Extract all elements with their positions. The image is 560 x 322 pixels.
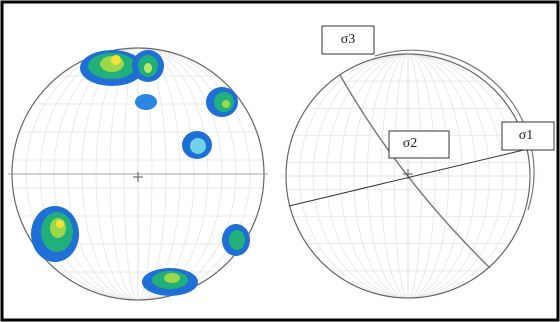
great-circle bbox=[288, 147, 533, 207]
contours bbox=[31, 50, 250, 296]
label-box: σ3 bbox=[321, 25, 375, 55]
great-circle bbox=[374, 49, 535, 211]
stereonet-right bbox=[280, 49, 538, 302]
stereonet-left bbox=[8, 44, 268, 304]
label-box: σ1 bbox=[501, 121, 555, 151]
label: σ3 bbox=[341, 32, 356, 47]
label: σ2 bbox=[403, 136, 418, 151]
label: σ1 bbox=[519, 128, 534, 143]
label-box: σ2 bbox=[388, 130, 450, 159]
